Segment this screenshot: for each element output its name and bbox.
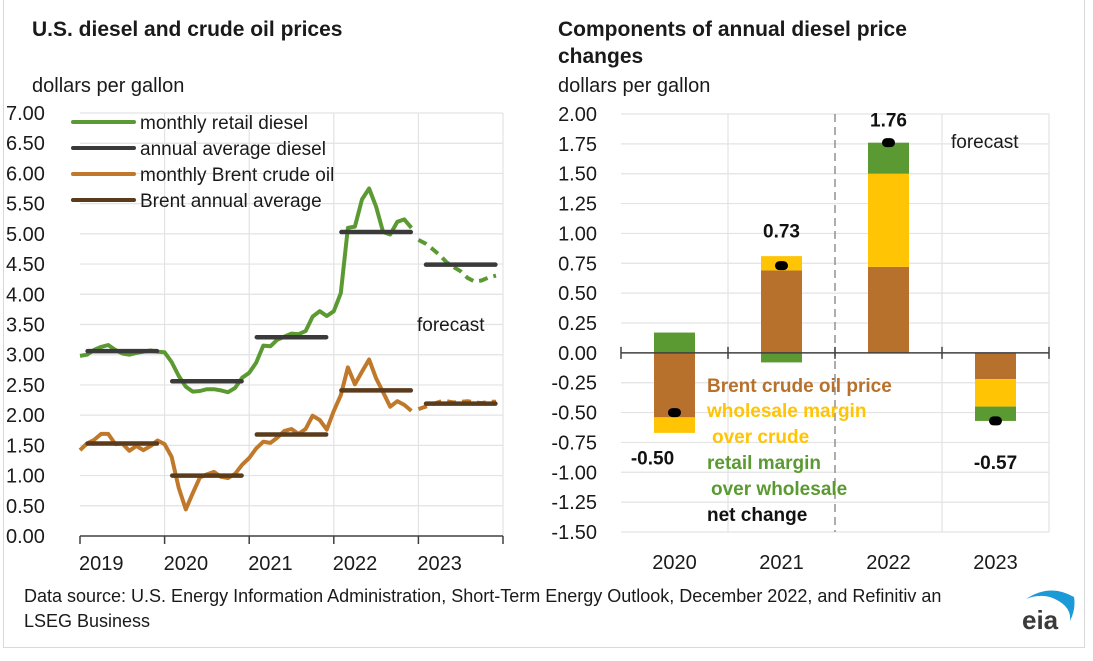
data-source-note: Data source: U.S. Energy Information Adm… (24, 586, 942, 631)
right-chart-title: Components of annual diesel price change… (558, 18, 907, 68)
right-chart-units: dollars per gallon (558, 75, 711, 97)
left-chart-title: U.S. diesel and crude oil prices (32, 18, 343, 41)
eia-logo: eia (1022, 590, 1075, 633)
eia-logo-text: eia (1022, 605, 1059, 633)
eia-logo-swoosh-icon (1026, 590, 1075, 621)
left-chart-units: dollars per gallon (32, 75, 185, 97)
